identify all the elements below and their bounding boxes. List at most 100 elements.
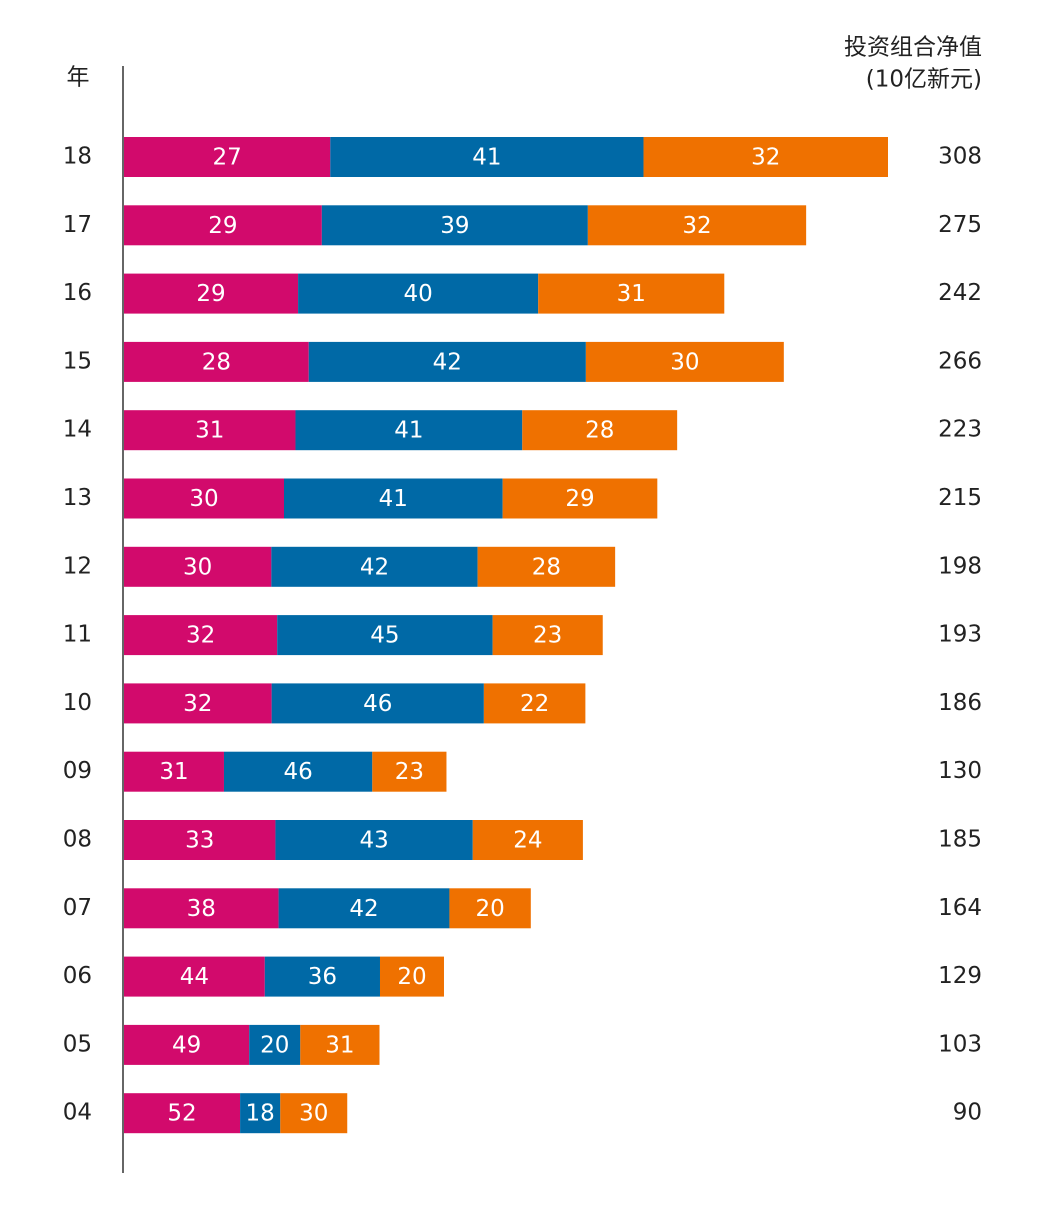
y-tick-label: 13 [63, 485, 92, 511]
segment-label: 22 [520, 691, 549, 717]
total-label: 275 [938, 212, 982, 238]
bar-segment [124, 956, 265, 997]
y-tick-label: 16 [63, 280, 92, 306]
bar-segment [124, 683, 272, 724]
total-label: 90 [953, 1100, 982, 1126]
bar-segment [249, 1024, 301, 1065]
total-label: 266 [938, 348, 982, 374]
segment-label: 49 [172, 1032, 201, 1058]
bar-segment [124, 205, 322, 246]
segment-label: 20 [475, 896, 504, 922]
y-tick-label: 15 [63, 348, 92, 374]
segment-label: 28 [585, 418, 614, 444]
y-tick-label: 04 [63, 1100, 92, 1126]
segment-label: 33 [185, 828, 214, 854]
y-tick-label: 14 [63, 417, 92, 443]
segment-label: 24 [513, 828, 542, 854]
segment-label: 46 [363, 691, 392, 717]
segment-label: 42 [433, 349, 462, 375]
y-tick-label: 06 [63, 963, 92, 989]
bar-segment [275, 820, 473, 860]
segment-label: 32 [751, 145, 780, 171]
segment-label: 27 [212, 145, 241, 171]
total-title: (10亿新元) [866, 67, 982, 93]
y-tick-label: 05 [63, 1031, 92, 1057]
total-label: 129 [938, 963, 982, 989]
segment-label: 31 [195, 418, 224, 444]
y-tick-label: 17 [63, 212, 92, 238]
bar-segment [277, 615, 493, 656]
bar-segment [124, 820, 276, 860]
segment-label: 29 [565, 486, 594, 512]
segment-label: 23 [395, 759, 424, 785]
total-label: 103 [938, 1031, 982, 1057]
segment-label: 30 [189, 486, 218, 512]
segment-label: 29 [196, 281, 225, 307]
y-tick-label: 11 [63, 622, 92, 648]
segment-label: 39 [440, 213, 469, 239]
bar-segment [283, 478, 503, 519]
bar-segment [502, 478, 658, 519]
total-label: 198 [938, 553, 982, 579]
segment-label: 18 [246, 1101, 275, 1127]
segment-label: 41 [379, 486, 408, 512]
bar-segment [124, 478, 284, 519]
segment-label: 28 [532, 554, 561, 580]
segment-label: 23 [533, 623, 562, 649]
segment-label: 30 [670, 349, 699, 375]
bar-segment [223, 751, 373, 792]
segment-label: 36 [308, 964, 337, 990]
segment-label: 28 [202, 349, 231, 375]
bar-segment [330, 137, 644, 177]
total-label: 308 [938, 144, 982, 170]
total-title: 投资组合净值 [844, 35, 982, 61]
segment-label: 45 [370, 623, 399, 649]
bar-segment [492, 615, 603, 656]
bar-segment [587, 205, 807, 246]
segment-label: 32 [183, 691, 212, 717]
bar-segment [538, 273, 725, 314]
bar-segment [124, 273, 299, 314]
total-label: 130 [938, 758, 982, 784]
segment-label: 40 [403, 281, 432, 307]
bar-segment [472, 820, 583, 860]
y-tick-label: 08 [63, 827, 92, 853]
bar-segment [124, 1024, 250, 1065]
segment-label: 31 [159, 759, 188, 785]
y-tick-label: 09 [63, 758, 92, 784]
bar-segment [124, 1093, 241, 1134]
segment-label: 20 [397, 964, 426, 990]
y-tick-label: 07 [63, 895, 92, 921]
bar-segment [124, 137, 331, 177]
segment-label: 41 [472, 145, 501, 171]
bar-segment [483, 683, 586, 724]
segment-label: 44 [180, 964, 209, 990]
total-label: 223 [938, 417, 982, 443]
total-label: 242 [938, 280, 982, 306]
bar-segment [271, 683, 484, 724]
segment-label: 30 [299, 1101, 328, 1127]
bar-segment [321, 205, 588, 246]
bar-segment [298, 273, 539, 314]
y-tick-label: 10 [63, 690, 92, 716]
total-label: 164 [938, 895, 982, 921]
bar-segment [124, 546, 272, 587]
segment-label: 38 [187, 896, 216, 922]
total-label: 215 [938, 485, 982, 511]
bar-segment [300, 1024, 380, 1065]
bar-segment [308, 341, 586, 382]
segment-label: 46 [283, 759, 312, 785]
y-tick-label: 18 [63, 144, 92, 170]
segment-label: 43 [359, 828, 388, 854]
segment-label: 20 [260, 1032, 289, 1058]
bar-segment [522, 410, 678, 451]
bar-segment [477, 546, 616, 587]
segment-label: 42 [349, 896, 378, 922]
bar-segment [124, 615, 278, 656]
total-label: 193 [938, 622, 982, 648]
segment-label: 41 [394, 418, 423, 444]
bar-segment [124, 341, 309, 382]
bar-segment [124, 751, 224, 792]
y-axis-label: 年 [67, 65, 90, 91]
segment-label: 30 [183, 554, 212, 580]
